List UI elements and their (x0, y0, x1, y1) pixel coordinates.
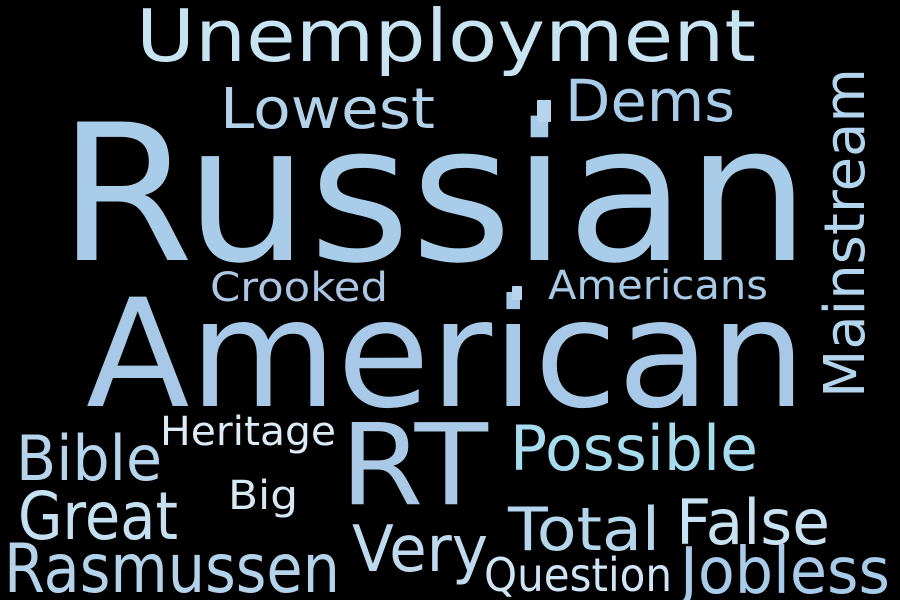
word-question: Question (484, 548, 672, 600)
word-russian: Russian (58, 84, 811, 305)
word-total: Total (508, 495, 660, 565)
word-mainstream: Mainstream (813, 68, 878, 398)
word-americans: Americans (548, 263, 769, 309)
word-bible: Bible (16, 422, 163, 495)
word-very: Very (352, 513, 488, 587)
word-lowest: Lowest (220, 77, 435, 142)
word-dems: Dems (565, 67, 736, 135)
word-rasmussen: Rasmussen (4, 530, 340, 600)
decorative-dot (537, 100, 551, 122)
word-big: Big (228, 473, 299, 519)
decorative-dot (512, 286, 522, 300)
word-jobless: Jobless (680, 535, 890, 600)
word-unemployment: Unemployment (136, 0, 757, 78)
word-heritage: Heritage (160, 409, 337, 455)
word-crooked: Crooked (210, 265, 388, 311)
word-possible: Possible (510, 412, 758, 485)
word-false: False (676, 486, 831, 559)
word-great: Great (18, 478, 179, 555)
word-american: American (86, 268, 806, 442)
word-rt: RT (340, 401, 488, 531)
